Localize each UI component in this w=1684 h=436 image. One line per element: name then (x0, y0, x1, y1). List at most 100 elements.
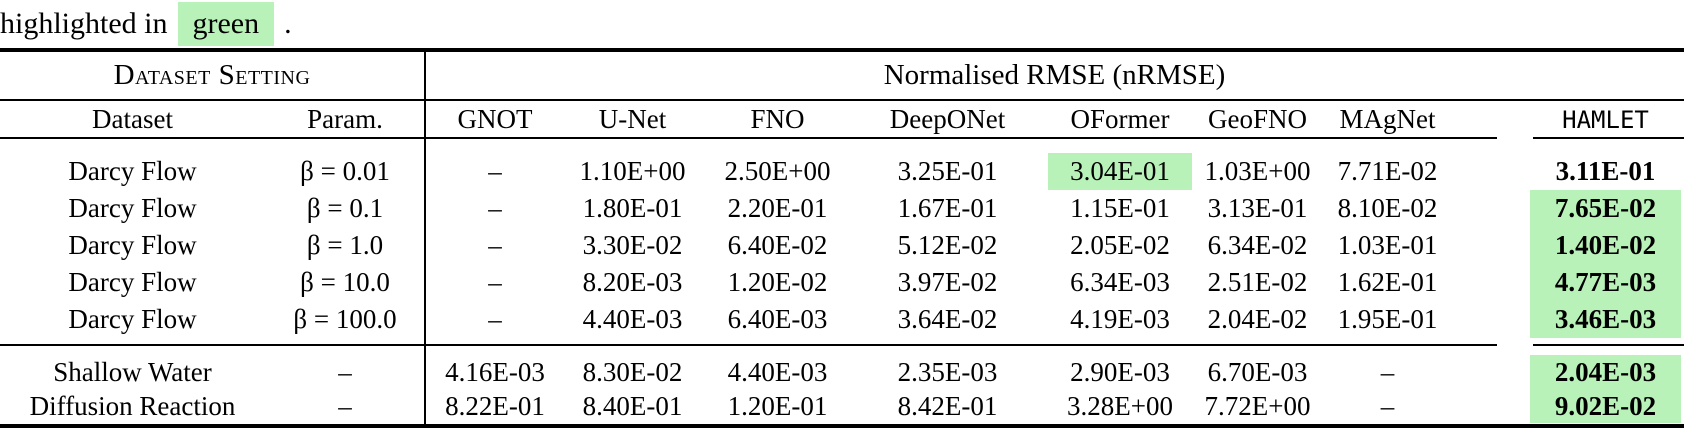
column-header-param-: Param. (307, 104, 383, 134)
table-cell: 6.34E-03 (1040, 264, 1200, 301)
cell-value: – (338, 356, 352, 387)
table-cell: – (425, 301, 565, 338)
table-cell: 2.35E-03 (855, 355, 1040, 389)
table-cell: – (425, 153, 565, 190)
table-cell: 1.03E+00 (1200, 153, 1315, 190)
table-cell: β = 10.0 (265, 264, 425, 301)
cell-value: 1.03E+00 (1204, 156, 1311, 186)
table-cell: Darcy Flow (0, 190, 265, 227)
cell-value: 1.20E-02 (727, 267, 828, 297)
table-cell: 4.19E-03 (1040, 301, 1200, 338)
table-cell: Diffusion Reaction (0, 389, 265, 423)
table-row: Shallow Water – 4.16E-03 8.30E-02 4.40E-03 2.… (0, 355, 1684, 389)
cell-value: 6.34E-03 (1070, 267, 1170, 297)
table-cell: β = 0.1 (265, 190, 425, 227)
cell-value: 2.05E-02 (1070, 230, 1170, 260)
column-gap (1460, 227, 1527, 264)
cell-value: 3.11E-01 (1555, 156, 1656, 186)
table-cell: – (265, 355, 425, 389)
table-row: Darcy Flow β = 0.1 – 1.80E-01 2.20E-01 1.67E-… (0, 190, 1684, 227)
table-row: Darcy Flow β = 100.0 – 4.40E-03 6.40E-03 3.64… (0, 301, 1684, 338)
column-header-fno: FNO (750, 104, 805, 134)
table-cell: 3.28E+00 (1040, 389, 1200, 423)
cell-value: Darcy Flow (68, 267, 197, 297)
cell-value: 7.65E-02 (1530, 190, 1681, 227)
table-cell: 3.04E-01 (1040, 153, 1200, 190)
cell-value: 6.70E-03 (1207, 356, 1308, 387)
table-cell: 6.40E-02 (700, 227, 855, 264)
table-cell: – (1315, 389, 1460, 423)
table-cell: Darcy Flow (0, 153, 265, 190)
table-cell: 2.50E+00 (700, 153, 855, 190)
cell-value: 4.19E-03 (1070, 304, 1170, 334)
table-row: Darcy Flow β = 0.01 – 1.10E+00 2.50E+00 3.25E… (0, 153, 1684, 190)
table-cell: 8.22E-01 (425, 389, 565, 423)
column-gap (1460, 264, 1527, 301)
table-cell: 4.40E-03 (565, 301, 700, 338)
cell-value: 2.20E-01 (727, 193, 828, 223)
table-cell: 8.40E-01 (565, 389, 700, 423)
cell-value: β = 1.0 (306, 230, 384, 260)
table-cell: 2.04E-02 (1200, 301, 1315, 338)
table-cell: Darcy Flow (0, 301, 265, 338)
table-cell: 1.20E-01 (700, 389, 855, 423)
cell-value: Shallow Water (53, 356, 212, 387)
table-cell: 8.42E-01 (855, 389, 1040, 423)
table-cell: 7.71E-02 (1315, 153, 1460, 190)
header-mid-rule-left (0, 137, 1497, 139)
table-cell: 3.11E-01 (1527, 153, 1684, 190)
cell-value: 1.80E-01 (582, 193, 683, 223)
table-cell: 1.03E-01 (1315, 227, 1460, 264)
caption-highlighted-word: green (177, 2, 275, 46)
cell-value: 1.20E-01 (727, 390, 828, 421)
table-row: Darcy Flow β = 1.0 – 3.30E-02 6.40E-02 5.12E-… (0, 227, 1684, 264)
cell-value: 6.40E-02 (727, 230, 828, 260)
table-cell: 3.97E-02 (855, 264, 1040, 301)
table-cell: 6.40E-03 (700, 301, 855, 338)
cell-value: 1.67E-01 (897, 193, 998, 223)
cell-value: – (488, 267, 502, 297)
cell-value: 3.04E-01 (1048, 153, 1192, 190)
cell-value: 2.90E-03 (1070, 356, 1170, 387)
table-cell: 7.72E+00 (1200, 389, 1315, 423)
section-rule-left (0, 344, 1497, 346)
table-cell: 3.25E-01 (855, 153, 1040, 190)
table-cell: – (425, 190, 565, 227)
cell-value: 8.30E-02 (582, 356, 683, 387)
table-cell: 2.90E-03 (1040, 355, 1200, 389)
cell-value: β = 0.01 (300, 156, 390, 186)
cell-value: 4.77E-03 (1530, 264, 1681, 301)
cell-value: Darcy Flow (68, 156, 197, 186)
table-cell: β = 1.0 (265, 227, 425, 264)
column-header-row: Dataset Param. GNOT U-Net FNO DeepONet OFormer… (0, 101, 1684, 138)
cell-value: β = 10.0 (300, 267, 390, 297)
table-cell: 1.95E-01 (1315, 301, 1460, 338)
cell-value: – (1380, 390, 1395, 421)
table-cell: 1.62E-01 (1315, 264, 1460, 301)
cell-value: 7.71E-02 (1337, 156, 1438, 186)
cell-value: 4.16E-03 (445, 356, 545, 387)
column-gap (1460, 355, 1527, 389)
caption-text-before: highlighted in (0, 7, 168, 40)
cell-value: 2.50E+00 (724, 156, 831, 186)
cell-value: 3.28E+00 (1067, 390, 1173, 421)
table-top-rule (0, 48, 1684, 52)
cell-value: 4.40E-03 (582, 304, 683, 334)
column-header-u-net: U-Net (598, 104, 667, 134)
group-header-nrmse: Normalised RMSE (nRMSE) (883, 58, 1226, 91)
table-cell: Darcy Flow (0, 264, 265, 301)
caption-text-after: . (284, 7, 292, 40)
column-header-magnet: MAgNet (1339, 104, 1436, 134)
cell-value: 1.03E-01 (1337, 230, 1438, 260)
cell-value: – (488, 304, 502, 334)
cell-value: 6.34E-02 (1207, 230, 1308, 260)
table-bottom-rule (0, 424, 1684, 428)
table-cell: β = 0.01 (265, 153, 425, 190)
cell-value: 1.40E-02 (1530, 227, 1681, 264)
table-cell: 2.04E-03 (1527, 355, 1684, 389)
table-cell: 3.46E-03 (1527, 301, 1684, 338)
cell-value: 4.40E-03 (727, 356, 828, 387)
cell-value: – (1380, 356, 1395, 387)
column-header-geofno: GeoFNO (1208, 104, 1307, 134)
